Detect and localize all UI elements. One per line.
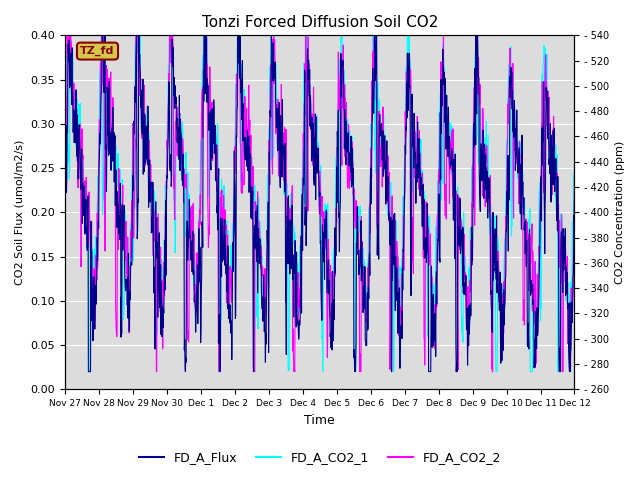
Legend: FD_A_Flux, FD_A_CO2_1, FD_A_CO2_2: FD_A_Flux, FD_A_CO2_1, FD_A_CO2_2 <box>134 446 506 469</box>
Y-axis label: CO2 Soil Flux (umol/m2/s): CO2 Soil Flux (umol/m2/s) <box>15 140 25 285</box>
Y-axis label: CO2 Concentration (ppm): CO2 Concentration (ppm) <box>615 141 625 284</box>
Title: Tonzi Forced Diffusion Soil CO2: Tonzi Forced Diffusion Soil CO2 <box>202 15 438 30</box>
X-axis label: Time: Time <box>305 414 335 427</box>
Text: TZ_fd: TZ_fd <box>80 46 115 56</box>
